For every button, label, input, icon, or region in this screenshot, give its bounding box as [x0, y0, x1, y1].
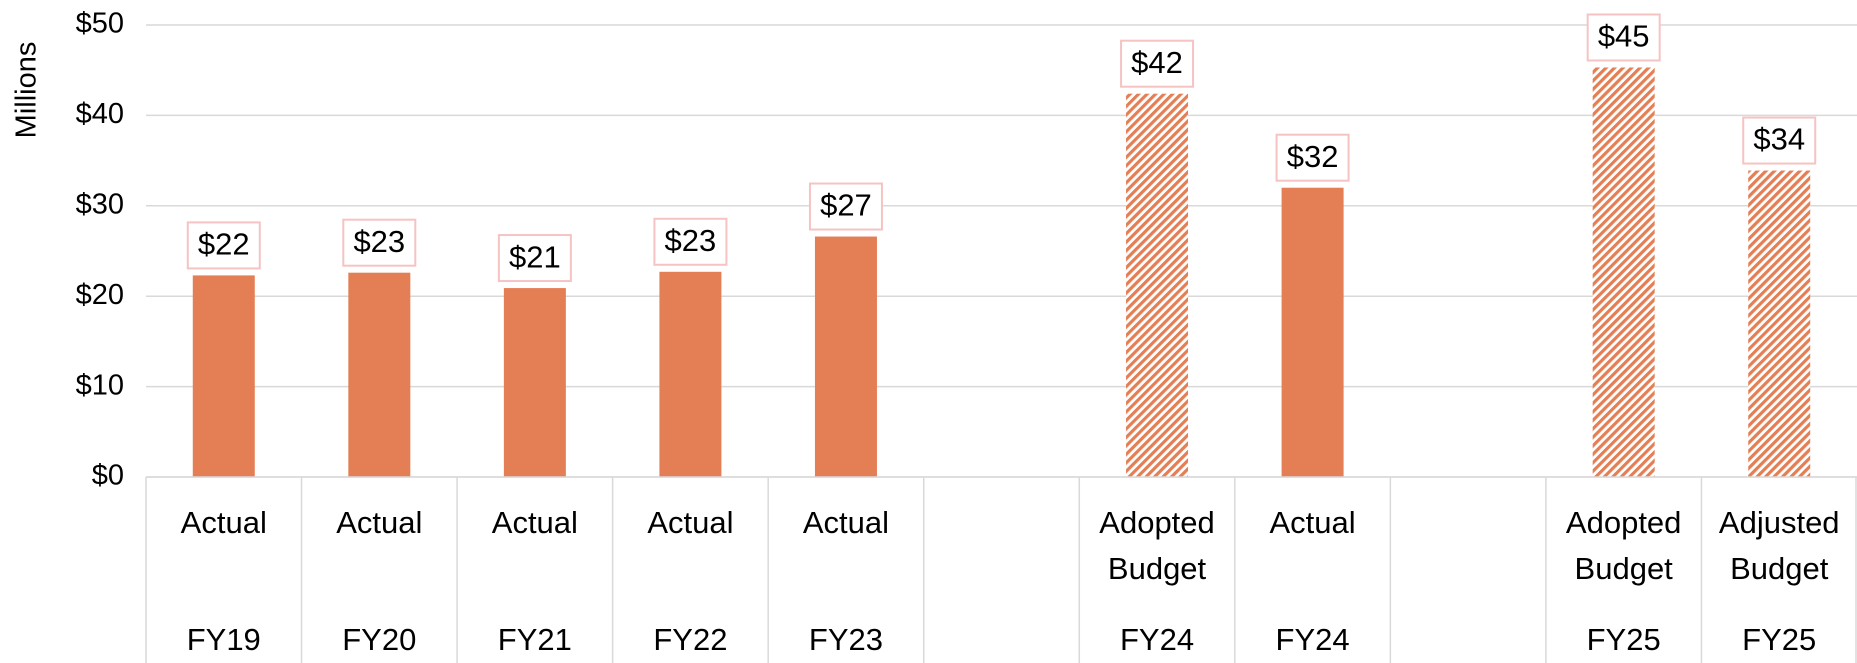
data-label: $23 — [665, 223, 717, 258]
x-tick-label: Adopted — [1099, 505, 1215, 540]
data-label-box — [497, 234, 572, 283]
data-label-box — [1586, 13, 1661, 62]
bar — [1592, 67, 1655, 477]
data-label: $42 — [1131, 45, 1183, 80]
data-label: $45 — [1598, 19, 1650, 54]
bar — [503, 288, 566, 477]
data-label: $21 — [509, 239, 561, 274]
bar — [1281, 187, 1344, 477]
data-label-box — [342, 218, 417, 267]
x-tick-label: Adjusted — [1719, 505, 1840, 540]
data-label: $27 — [820, 188, 872, 223]
x-group-label: FY21 — [498, 622, 572, 657]
x-tick-label: Budget — [1108, 551, 1207, 586]
x-tick-label: Actual — [181, 505, 267, 540]
x-group-label: FY24 — [1276, 622, 1350, 657]
bar — [192, 275, 255, 477]
x-tick-label: Adopted — [1566, 505, 1682, 540]
data-label: $32 — [1287, 139, 1339, 174]
data-label-box — [186, 221, 261, 270]
bar — [1748, 170, 1811, 477]
data-label-box — [1742, 116, 1817, 165]
data-label-box — [808, 182, 883, 231]
data-label-box — [1275, 133, 1350, 182]
x-tick-label: Actual — [803, 505, 889, 540]
y-axis-label: Millions — [11, 42, 43, 139]
x-tick-label: Actual — [336, 505, 422, 540]
data-label-box — [1120, 39, 1195, 88]
y-tick-label: $30 — [76, 188, 124, 220]
x-group-label: FY23 — [809, 622, 883, 657]
x-group-label: FY25 — [1742, 622, 1816, 657]
bar — [348, 272, 411, 477]
x-group-label: FY20 — [342, 622, 416, 657]
x-tick-label: Budget — [1575, 551, 1674, 586]
y-tick-label: $20 — [76, 279, 124, 311]
y-tick-label: $0 — [92, 460, 124, 492]
x-tick-label: Actual — [1270, 505, 1356, 540]
data-label-box — [653, 217, 728, 266]
y-tick-label: $50 — [76, 8, 124, 40]
x-group-label: FY25 — [1587, 622, 1661, 657]
y-tick-label: $40 — [76, 98, 124, 130]
data-label: $34 — [1753, 122, 1805, 157]
x-tick-label: Budget — [1730, 551, 1829, 586]
bar — [814, 236, 877, 477]
data-label: $22 — [198, 227, 250, 262]
x-group-label: FY19 — [187, 622, 261, 657]
x-group-label: FY22 — [653, 622, 727, 657]
x-group-label: FY24 — [1120, 622, 1194, 657]
bar — [1126, 93, 1189, 477]
y-tick-label: $10 — [76, 369, 124, 401]
x-tick-label: Actual — [492, 505, 578, 540]
x-tick-label: Actual — [647, 505, 733, 540]
data-label: $23 — [353, 224, 405, 259]
bar — [659, 271, 722, 477]
